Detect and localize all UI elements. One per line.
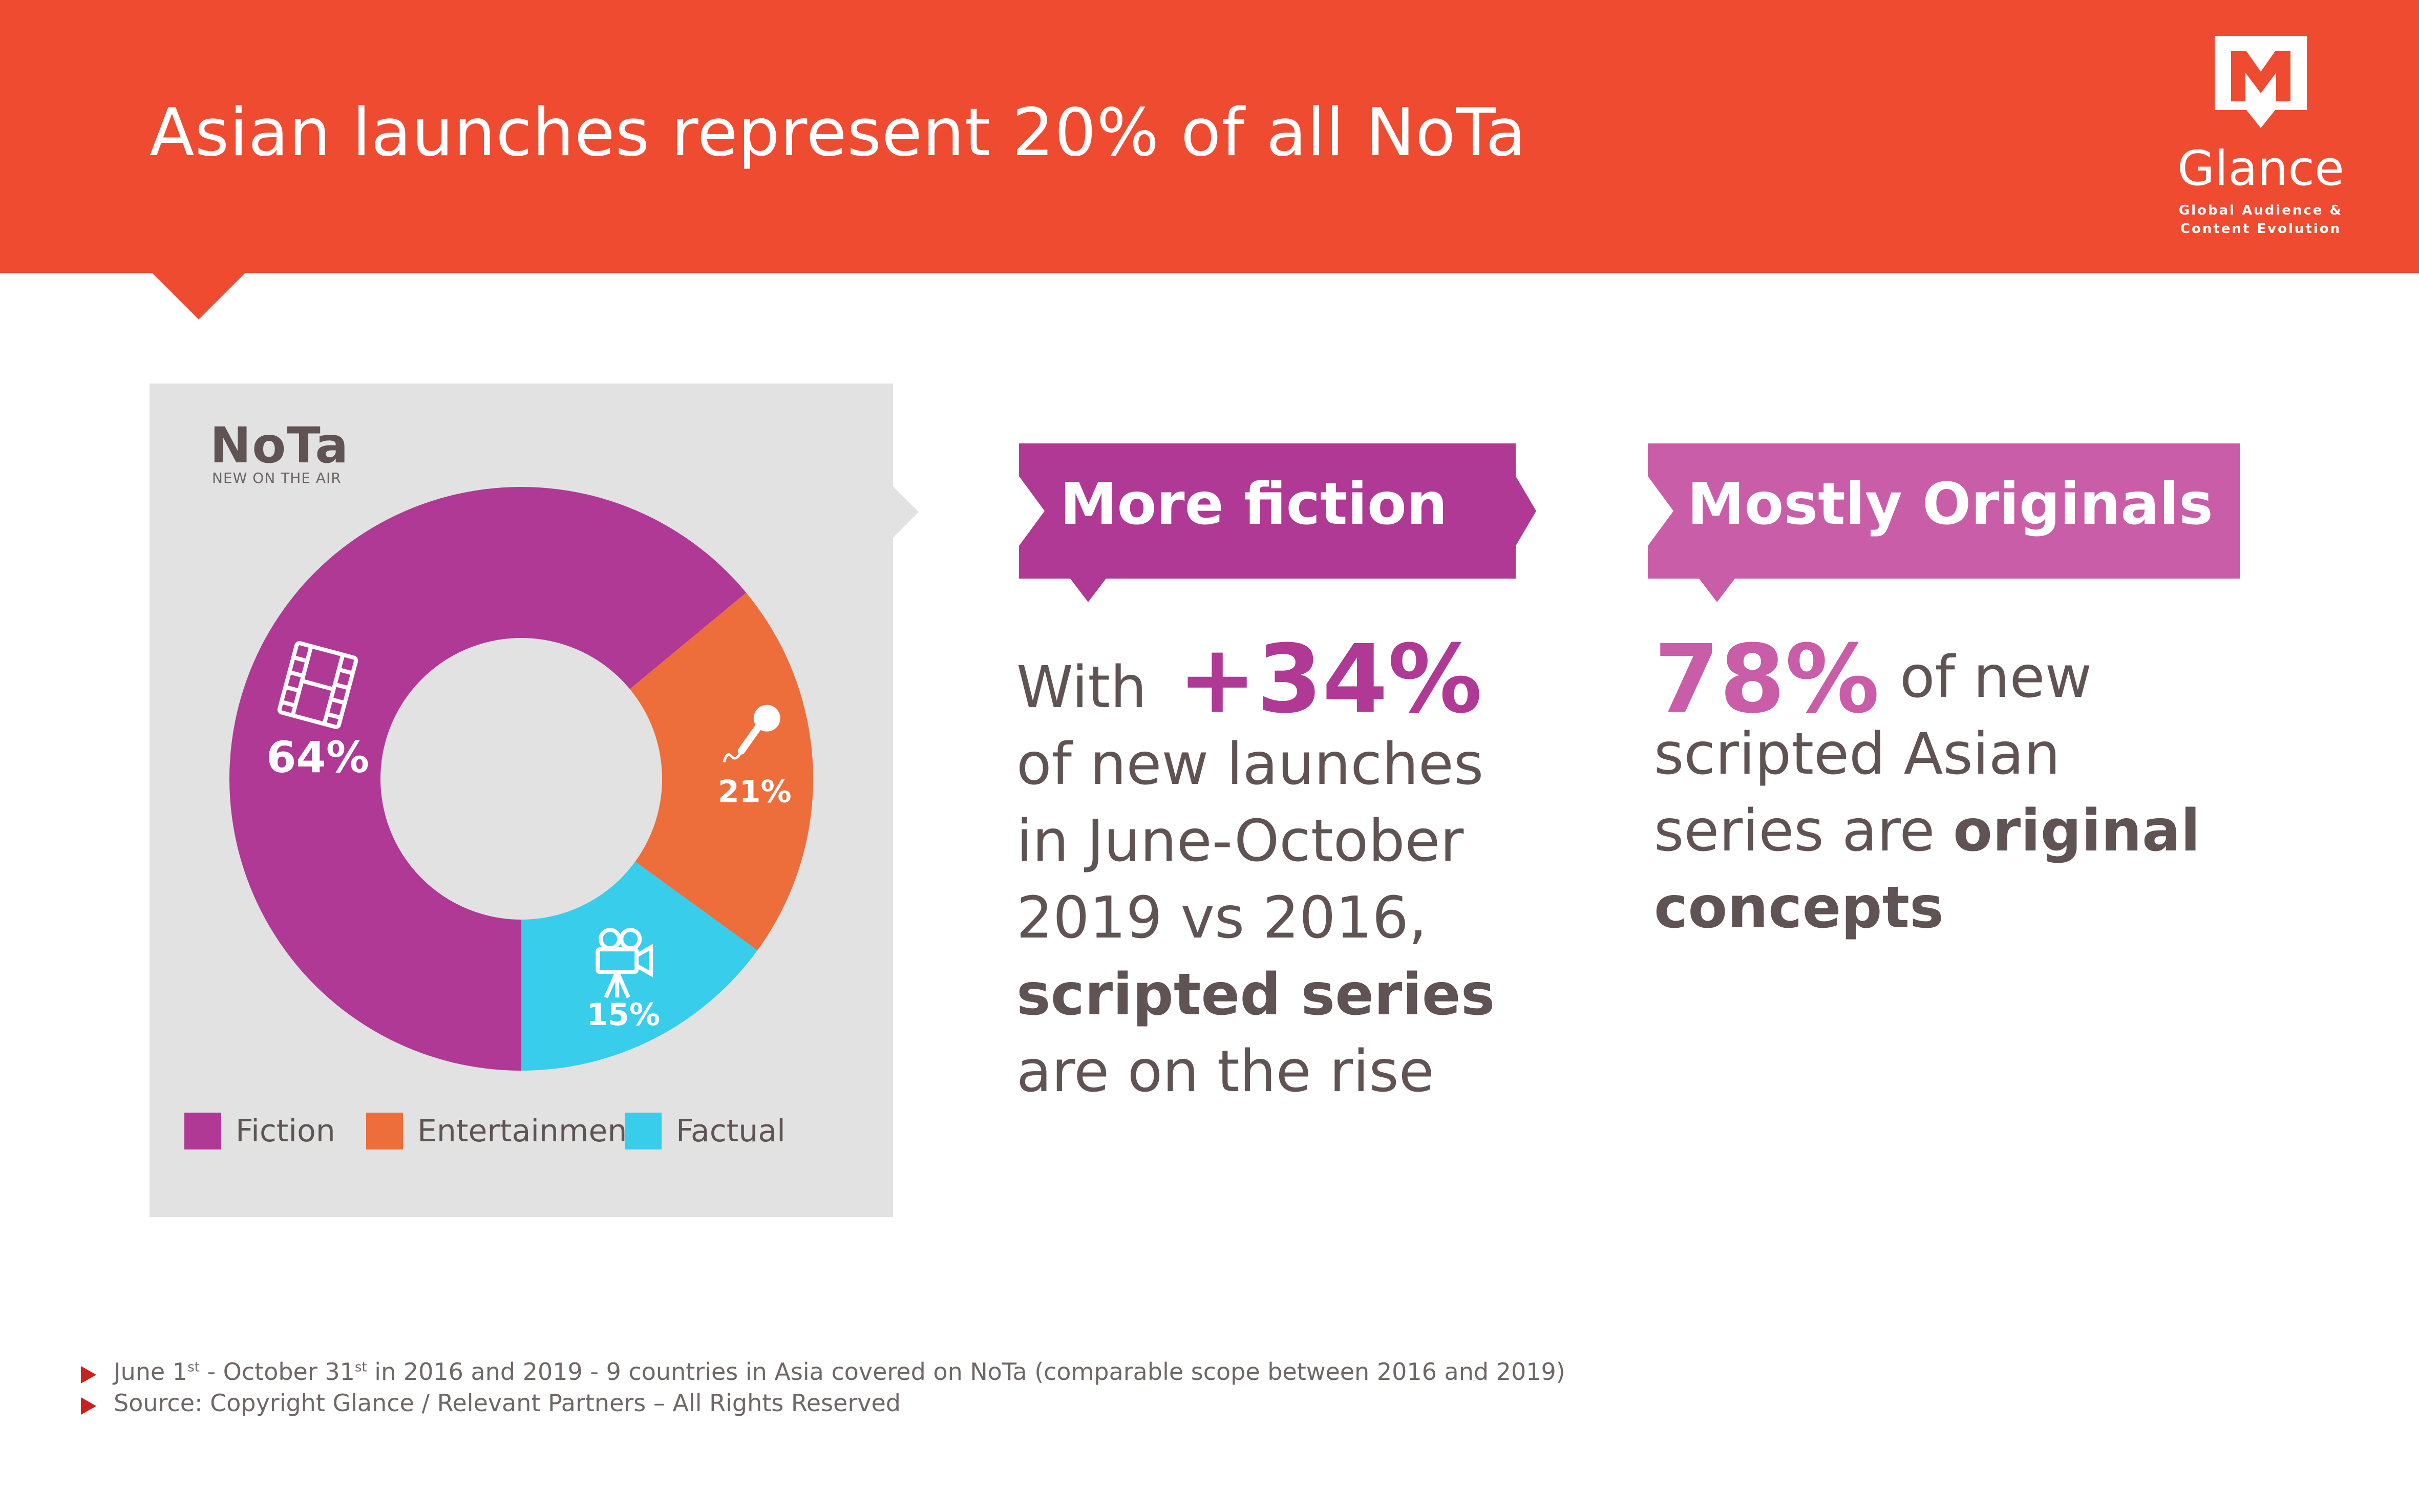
text2-suffix: of new — [1900, 644, 2092, 711]
legend-swatch — [366, 1113, 403, 1149]
film-strip-icon — [277, 641, 358, 729]
text1-prefix: With — [1016, 654, 1147, 721]
chart-legend: Fiction Entertainment Factual — [184, 1111, 891, 1162]
footnote-source: Source: Copyright Glance / Relevant Part… — [114, 1389, 901, 1417]
legend-label: Fiction — [236, 1113, 335, 1149]
originals-text: of new scripted Asian series are origina… — [1654, 639, 2200, 946]
footnote-arrow-icon — [81, 1397, 96, 1415]
glance-logo: Glance Global Audience & Content Evoluti… — [2166, 36, 2356, 241]
mostly-originals-label: Mostly Originals — [1687, 471, 2213, 538]
logo-tagline-line1: Global Audience & — [2178, 203, 2343, 218]
footnote-scope: June 1st - October 31st in 2016 and 2019… — [114, 1358, 1565, 1386]
donut-label-fiction: 64% — [266, 732, 369, 782]
legend-label: Factual — [676, 1113, 786, 1149]
donut-label-factual: 15% — [586, 997, 660, 1033]
legend-swatch — [625, 1113, 662, 1149]
text1-line6: are on the rise — [1016, 1038, 1434, 1105]
page-title: Asian launches represent 20% of all NoTa — [150, 95, 1526, 171]
legend-item-factual: Factual — [625, 1111, 786, 1152]
legend-item-fiction: Fiction — [184, 1111, 335, 1152]
legend-item-entertainment: Entertainment — [366, 1111, 639, 1152]
fiction-growth-stat: +34% — [1178, 625, 1482, 734]
logo-tagline-line2: Content Evolution — [2180, 221, 2342, 237]
text1-line3: in June-October — [1016, 808, 1464, 875]
header-notch — [152, 272, 246, 320]
donut-slice-entertainment — [629, 592, 813, 951]
chart-panel: NoTa NEW ON THE AIR 64% 21% 15% Fiction Ent… — [150, 384, 893, 1217]
logo-name: Glance — [2177, 141, 2344, 197]
microphone-icon — [723, 705, 780, 763]
panel-pointer — [893, 486, 919, 538]
legend-label: Entertainment — [417, 1113, 639, 1149]
originals-stat: 78% — [1654, 625, 1880, 734]
text2-line2: scripted Asian — [1654, 721, 2061, 787]
chart-subtitle: NEW ON THE AIR — [212, 470, 342, 486]
text2-line3-prefix: series are — [1654, 798, 1935, 864]
donut-label-entertainment: 21% — [718, 774, 792, 810]
header-bar: Asian launches represent 20% of all NoTa… — [0, 0, 2419, 273]
movie-camera-icon — [596, 928, 653, 998]
text1-line2: of new launches — [1016, 731, 1484, 798]
fiction-growth-text: With of new launches in June-October 201… — [1016, 649, 1495, 1110]
more-fiction-label: More fiction — [1060, 471, 1448, 538]
text2-line3: series are original — [1654, 793, 2200, 869]
mostly-originals-ribbon — [1648, 443, 2240, 602]
text1-line5: scripted series — [1016, 962, 1495, 1028]
legend-swatch — [184, 1113, 221, 1149]
donut-slice-fiction — [229, 487, 747, 1071]
text2-line4: concepts — [1654, 875, 1944, 941]
glance-m-logo-icon — [2215, 36, 2307, 128]
text1-line4: 2019 vs 2016, — [1016, 885, 1427, 951]
donut-chart: 64% 21% 15% — [229, 487, 813, 1071]
chart-title: NoTa — [210, 417, 350, 474]
more-fiction-ribbon — [1019, 443, 1536, 602]
footnote-arrow-icon — [81, 1366, 96, 1383]
text2-line3-bold: original — [1953, 798, 2200, 864]
